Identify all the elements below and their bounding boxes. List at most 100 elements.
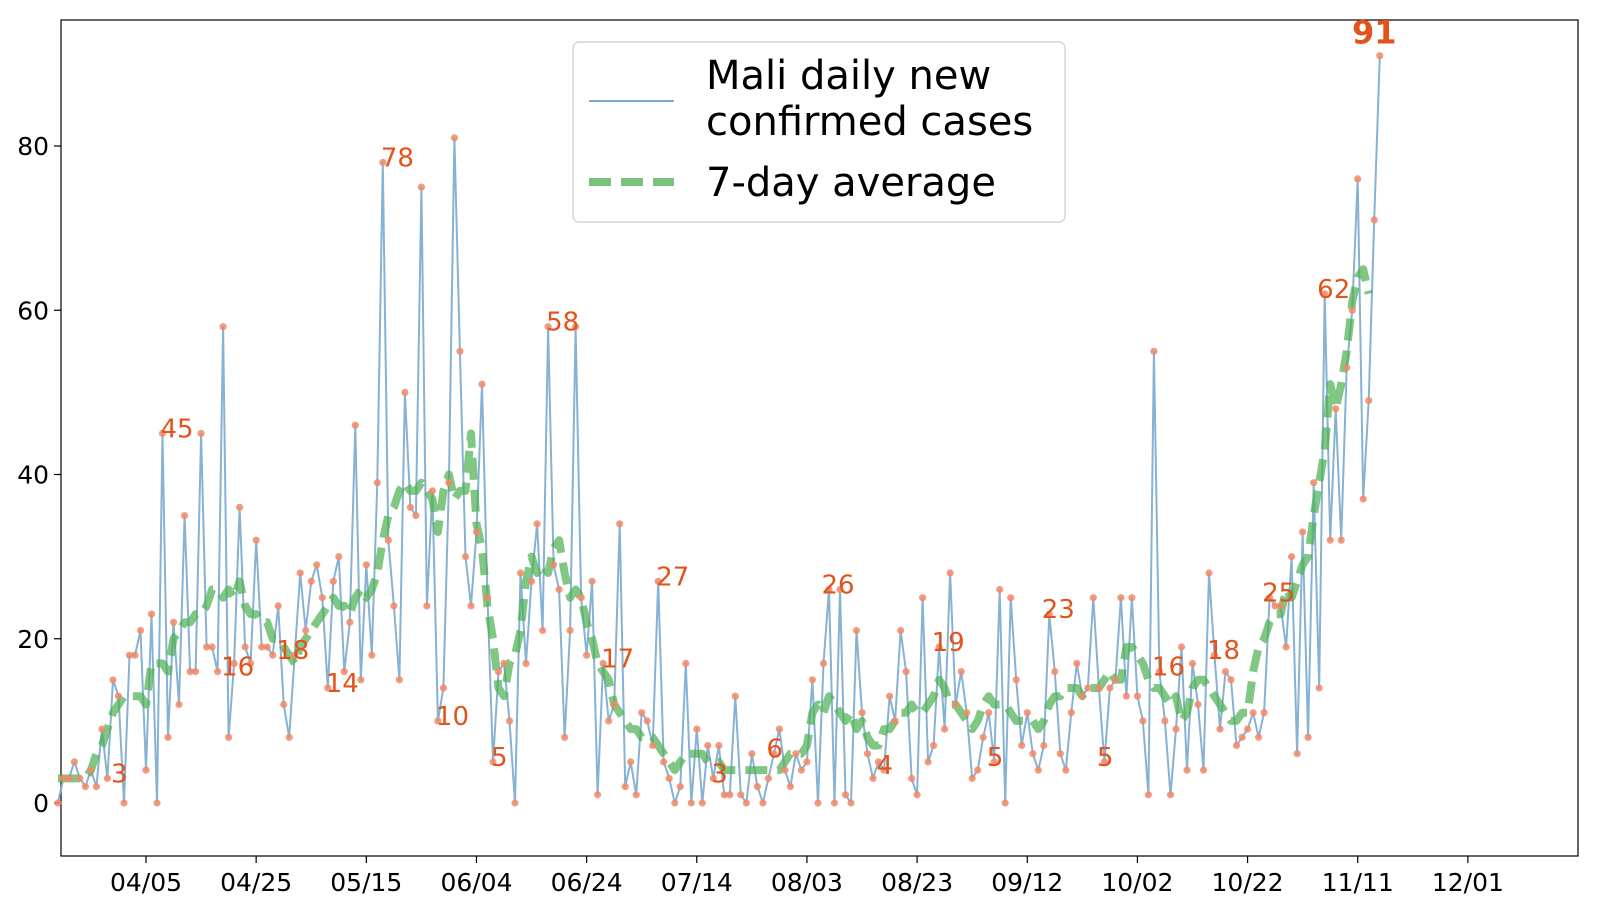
x-tick-label: 06/24: [551, 868, 623, 897]
x-tick-label: 12/01: [1432, 868, 1504, 897]
daily-point: [913, 791, 921, 799]
daily-point: [1205, 569, 1213, 577]
daily-point: [1216, 725, 1224, 733]
data-label: 62: [1317, 275, 1350, 305]
daily-point: [891, 717, 899, 725]
daily-point: [643, 717, 651, 725]
daily-point: [153, 799, 161, 807]
plot-frame: [60, 19, 1579, 857]
daily-point: [797, 766, 806, 774]
daily-point: [1067, 709, 1075, 717]
daily-point: [1040, 741, 1048, 750]
daily-point: [897, 626, 905, 635]
daily-point: [1326, 536, 1334, 544]
daily-point: [384, 536, 392, 544]
daily-point: [114, 692, 123, 700]
daily-point: [1089, 594, 1097, 602]
daily-point: [583, 651, 591, 659]
daily-point: [505, 717, 514, 725]
x-tick-label: 05/15: [330, 868, 402, 897]
daily-point: [814, 799, 822, 807]
daily-point: [605, 717, 613, 725]
daily-point: [808, 676, 817, 684]
daily-point: [572, 323, 580, 331]
daily-point: [1370, 216, 1378, 224]
daily-point: [362, 561, 370, 569]
daily-point: [302, 626, 310, 635]
daily-point: [1199, 766, 1208, 774]
daily-point: [307, 577, 315, 585]
daily-point: [819, 659, 828, 668]
daily-point: [632, 791, 640, 799]
daily-point: [65, 774, 73, 783]
daily-point: [214, 668, 222, 676]
daily-point: [1128, 594, 1136, 602]
daily-point: [1034, 766, 1042, 774]
daily-point: [500, 659, 508, 668]
daily-point: [1348, 306, 1356, 314]
daily-point: [109, 676, 117, 684]
daily-point: [803, 758, 811, 766]
daily-point: [588, 577, 596, 585]
daily-point: [963, 709, 971, 717]
daily-point: [263, 643, 271, 651]
x-tick-label: 04/05: [110, 868, 182, 897]
daily-point: [285, 733, 293, 741]
daily-point: [555, 585, 563, 594]
seven-day-average-line: [57, 265, 1373, 783]
daily-point: [1078, 692, 1086, 700]
daily-point: [726, 791, 734, 799]
daily-point: [704, 741, 712, 750]
daily-point: [142, 766, 150, 774]
daily-point: [1133, 692, 1141, 700]
daily-point: [158, 429, 167, 437]
daily-point: [483, 594, 492, 602]
daily-point: [203, 643, 211, 651]
daily-point: [335, 553, 343, 561]
daily-point: [1221, 668, 1230, 676]
x-tick-label: 10/22: [1212, 868, 1284, 897]
daily-point: [1111, 676, 1119, 684]
data-label: 5: [987, 743, 1004, 773]
daily-point: [985, 709, 993, 717]
daily-point: [1271, 602, 1279, 610]
daily-point: [775, 725, 784, 733]
daily-point: [770, 750, 778, 758]
daily-point: [1354, 175, 1362, 183]
data-label: 18: [1207, 636, 1240, 666]
y-tick-label: 0: [33, 789, 49, 818]
x-tick-label: 09/12: [991, 868, 1063, 897]
data-label: 45: [161, 414, 194, 444]
daily-point: [247, 659, 255, 668]
daily-point: [539, 626, 547, 635]
daily-point: [1304, 733, 1312, 741]
daily-point: [368, 651, 376, 659]
daily-point: [296, 569, 304, 577]
data-label: 14: [326, 669, 359, 699]
daily-point: [351, 421, 359, 429]
daily-point: [164, 733, 172, 741]
legend-daily-label-line-2: confirmed cases: [706, 99, 1033, 145]
data-label: 58: [546, 308, 579, 338]
daily-point: [1227, 676, 1235, 684]
daily-point: [313, 561, 321, 569]
daily-point: [131, 651, 139, 659]
daily-point: [1007, 594, 1015, 602]
daily-point: [1084, 684, 1092, 692]
daily-point: [274, 602, 282, 610]
daily-point: [1321, 290, 1329, 298]
daily-point: [395, 676, 403, 684]
daily-point: [1359, 495, 1367, 503]
daily-point: [461, 553, 470, 561]
daily-point: [616, 520, 624, 528]
daily-markers: [54, 52, 1384, 807]
daily-point: [968, 774, 976, 783]
daily-point: [1183, 766, 1191, 774]
daily-point: [445, 479, 453, 487]
daily-point: [886, 692, 894, 700]
y-tick-label: 40: [17, 461, 49, 490]
daily-point: [373, 479, 381, 487]
daily-point: [1106, 684, 1114, 692]
